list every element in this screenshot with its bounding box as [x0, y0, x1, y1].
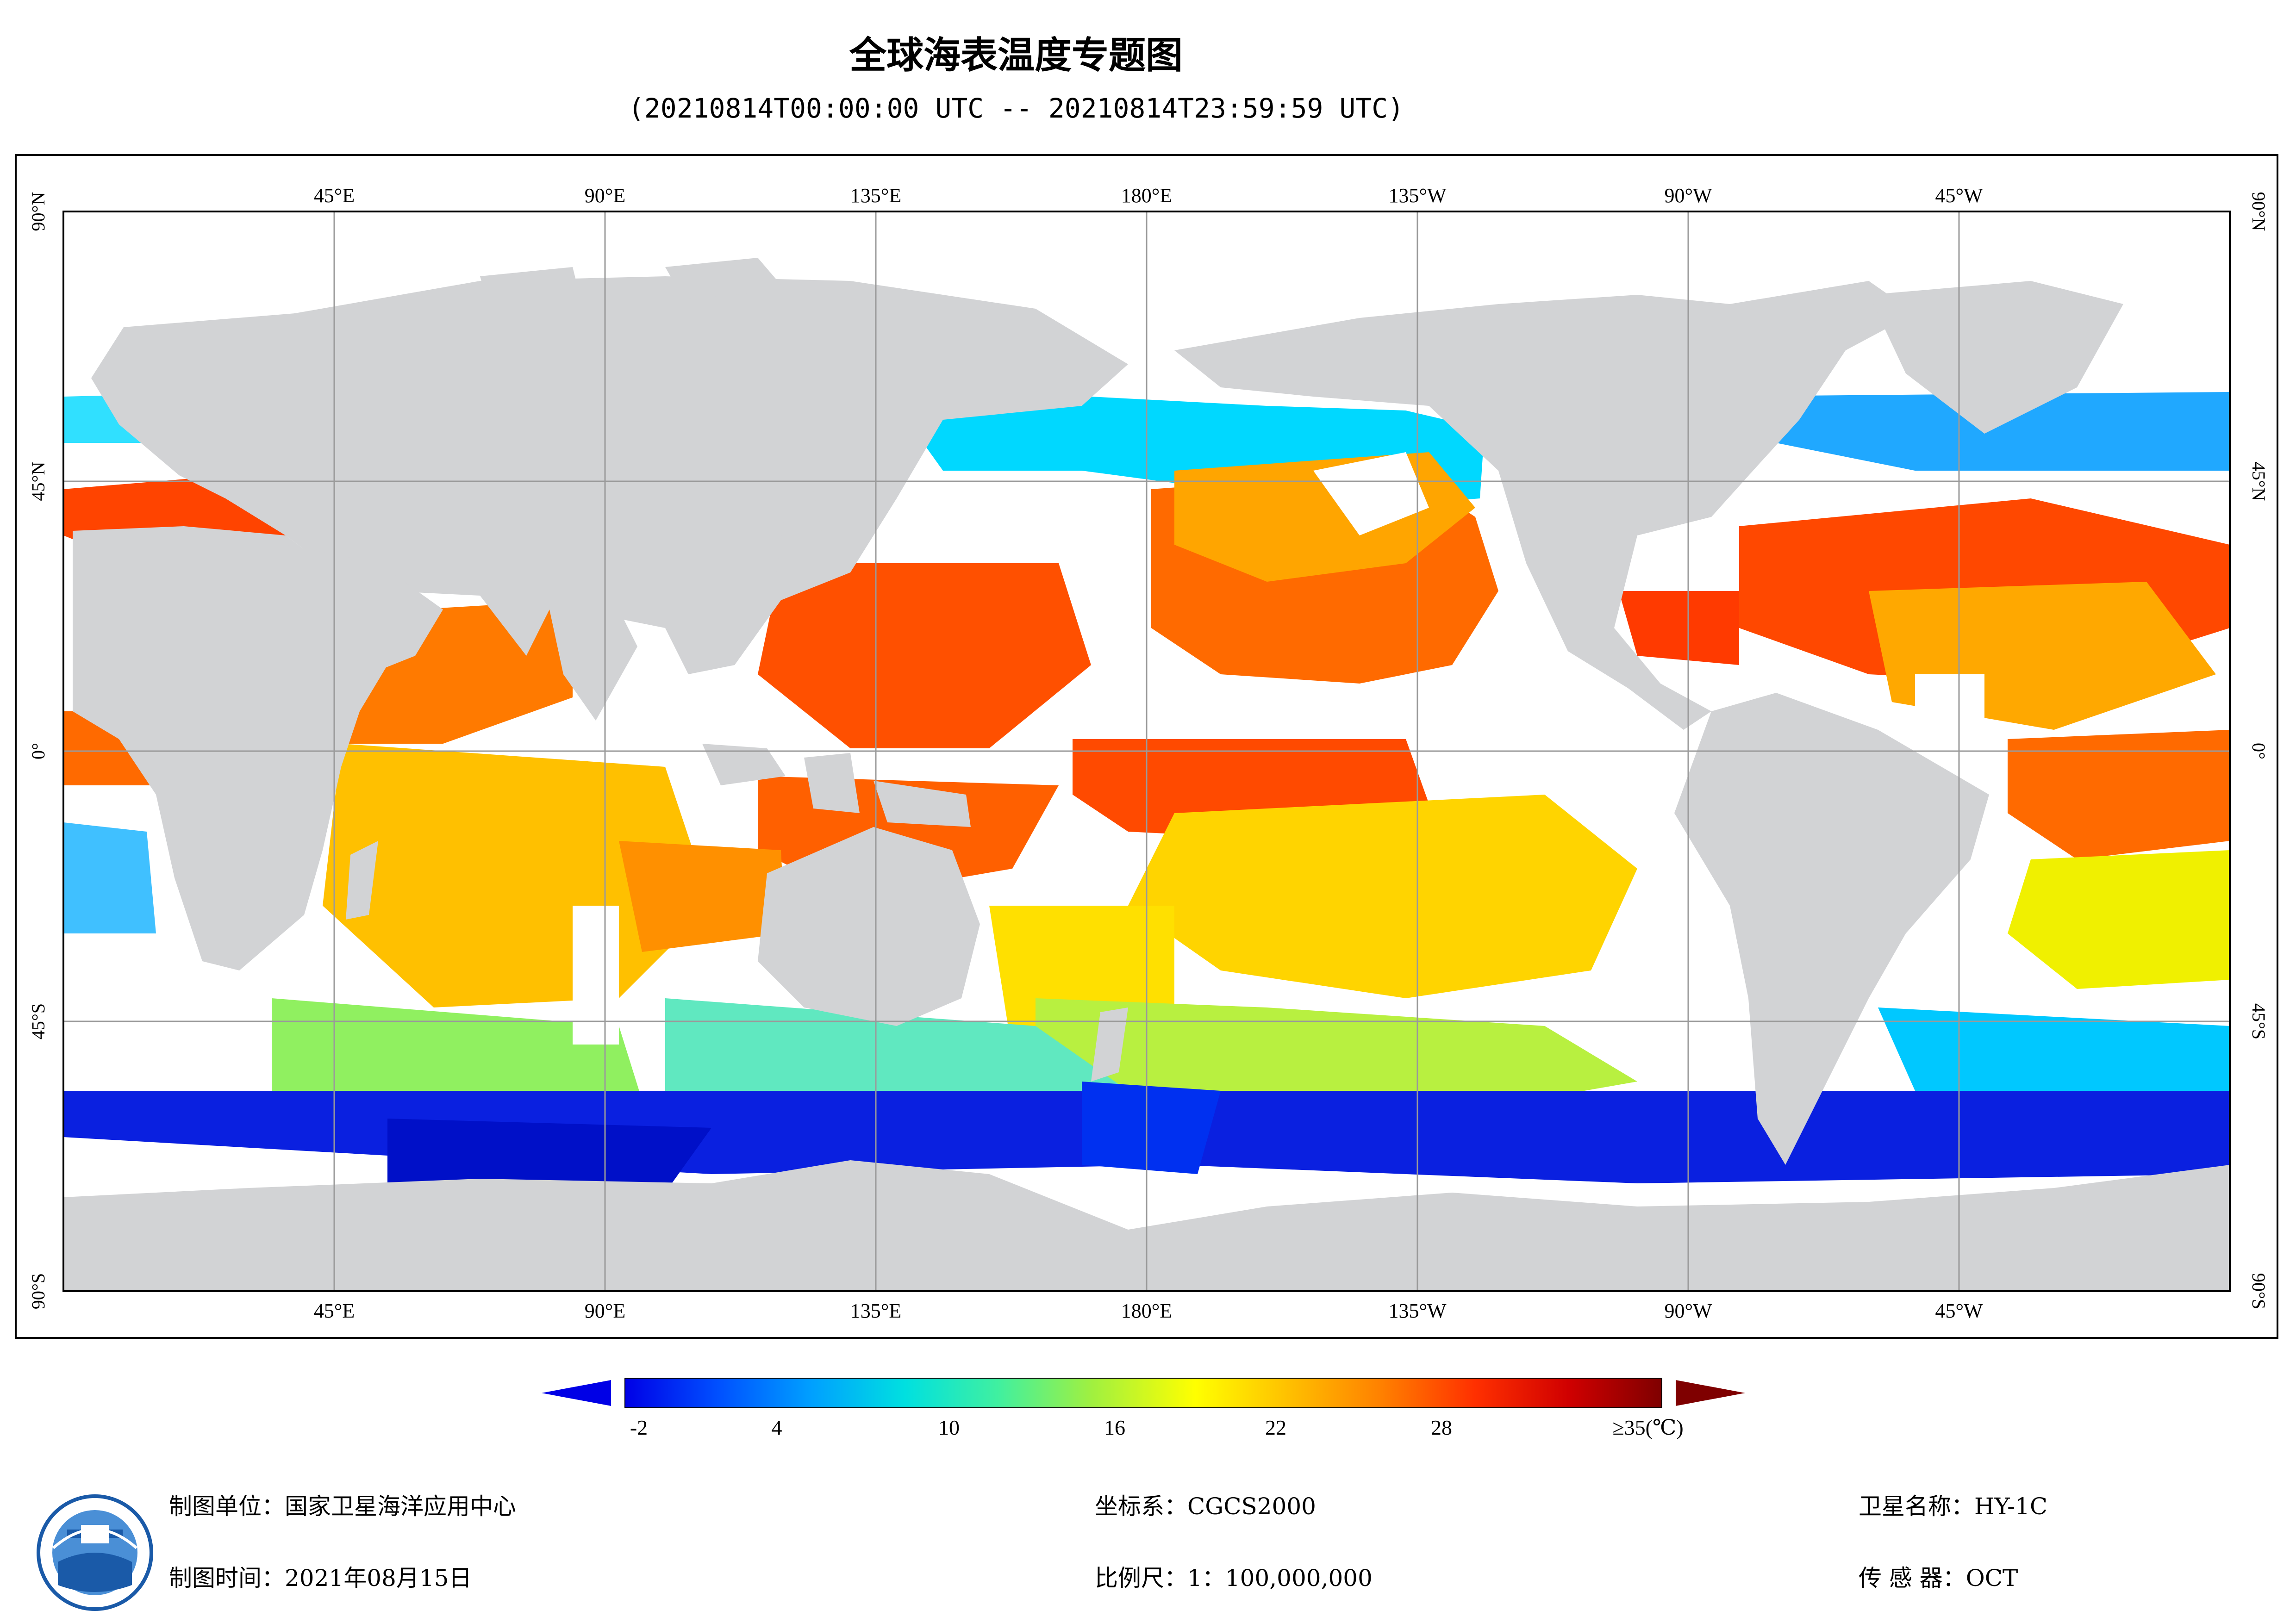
bottom-longitude-labels: 45°E 90°E 135°E 180°E 135°W 90°W 45°W — [314, 1300, 1983, 1322]
colorbar-max-label: ≥35(℃) — [1612, 1416, 1683, 1439]
nsoas-logo — [35, 1492, 155, 1613]
lon-label-bottom: 90°E — [585, 1300, 625, 1322]
colorbar-tick-label: 22 — [1265, 1416, 1286, 1439]
left-latitude-labels: 90°N 45°N 0° 45°S 90°S — [28, 192, 49, 1310]
lat-label-left: 45°N — [28, 462, 49, 501]
lat-label-left: 90°S — [28, 1273, 49, 1309]
colorbar-tick-label: 4 — [772, 1416, 782, 1439]
satellite-name: 卫星名称：HY-1C — [1859, 1493, 2048, 1520]
lon-label-top: 45°E — [314, 184, 355, 207]
lon-label-top: 90°E — [585, 184, 625, 207]
colorbar-gradient — [624, 1378, 1662, 1408]
right-latitude-labels: 90°N 45°N 0° 45°S 90°S — [2248, 192, 2269, 1310]
lon-label-top: 135°E — [850, 184, 901, 207]
lon-label-bottom: 135°W — [1388, 1300, 1447, 1322]
colorbar-tick-label: -2 — [630, 1416, 648, 1439]
lat-label-right: 45°S — [2248, 1003, 2269, 1039]
colorbar-min-arrow — [542, 1380, 611, 1406]
lon-label-top: 135°W — [1388, 184, 1447, 207]
colorbar-tick-label: 16 — [1104, 1416, 1125, 1439]
lon-label-top: 45°W — [1935, 184, 1983, 207]
lon-label-bottom: 180°E — [1121, 1300, 1172, 1322]
colorbar: -2 4 10 16 22 28 ≥35(℃) — [542, 1374, 1745, 1444]
top-longitude-labels: 45°E 90°E 135°E 180°E 135°W 90°W 45°W — [314, 184, 1983, 207]
lon-label-bottom: 135°E — [850, 1300, 901, 1322]
coordinate-system: 坐标系：CGCS2000 — [1095, 1493, 1316, 1520]
map-scale: 比例尺：1：100,000,000 — [1095, 1565, 1373, 1592]
map-time-range: (20210814T00:00:00 UTC -- 20210814T23:59… — [628, 93, 1404, 124]
lat-label-right: 90°N — [2248, 192, 2269, 231]
lat-label-right: 45°N — [2248, 462, 2269, 501]
lon-label-top: 180°E — [1121, 184, 1172, 207]
mapping-unit: 制图单位：国家卫星海洋应用中心 — [169, 1493, 516, 1520]
sst-map: 45°E 90°E 135°E 180°E 135°W 90°W 45°W 45… — [28, 184, 2269, 1322]
mapping-date: 制图时间：2021年08月15日 — [169, 1565, 472, 1592]
colorbar-tick-label: 10 — [938, 1416, 960, 1439]
lat-label-right: 0° — [2248, 743, 2269, 759]
colorbar-max-arrow — [1676, 1380, 1745, 1406]
lat-label-left: 45°S — [28, 1003, 49, 1039]
map-frame: 45°E 90°E 135°E 180°E 135°W 90°W 45°W 45… — [15, 154, 2278, 1339]
lon-label-top: 90°W — [1664, 184, 1712, 207]
lat-label-left: 0° — [28, 743, 49, 759]
lon-label-bottom: 90°W — [1664, 1300, 1712, 1322]
map-border — [62, 211, 2231, 1292]
lat-label-left: 90°N — [28, 192, 49, 231]
sensor-name: 传 感 器：OCT — [1859, 1565, 2018, 1592]
graticule — [63, 211, 2230, 1291]
lon-label-bottom: 45°E — [314, 1300, 355, 1322]
lon-label-bottom: 45°W — [1935, 1300, 1983, 1322]
map-title: 全球海表温度专题图 — [849, 34, 1183, 77]
colorbar-tick-label: 28 — [1431, 1416, 1452, 1439]
lat-label-right: 90°S — [2248, 1273, 2269, 1309]
